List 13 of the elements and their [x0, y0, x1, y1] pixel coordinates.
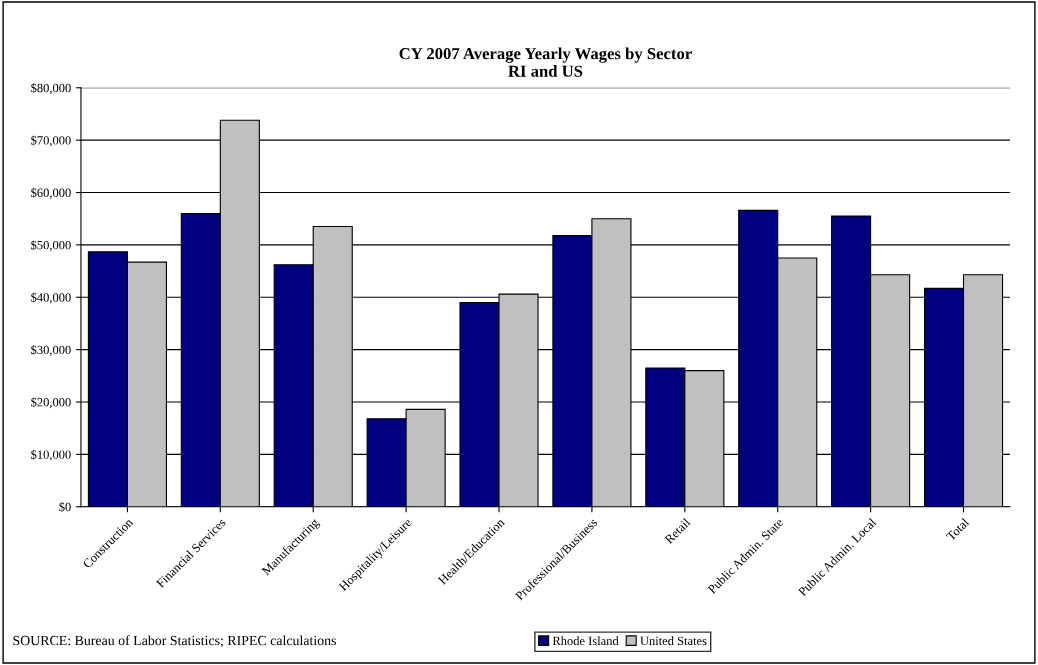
y-tick-label: $10,000: [31, 449, 71, 461]
y-tick-label: $40,000: [31, 292, 71, 304]
y-tick-label: $30,000: [31, 344, 71, 356]
y-tick-label: $20,000: [31, 397, 71, 409]
y-tick-label: $70,000: [31, 135, 71, 147]
legend-label: United States: [640, 636, 707, 646]
y-tick-label: $0: [59, 502, 71, 513]
y-tick-label: $60,000: [31, 187, 71, 199]
source-note: SOURCE: Bureau of Labor Statistics; RIPEC calculations: [13, 635, 336, 648]
y-tick-label: $80,000: [31, 83, 71, 95]
y-tick-label: $50,000: [31, 240, 71, 252]
chart-title: CY 2007 Average Yearly Wages by Sector RI and US: [399, 47, 692, 77]
legend-label: Rhode Island: [552, 636, 619, 646]
